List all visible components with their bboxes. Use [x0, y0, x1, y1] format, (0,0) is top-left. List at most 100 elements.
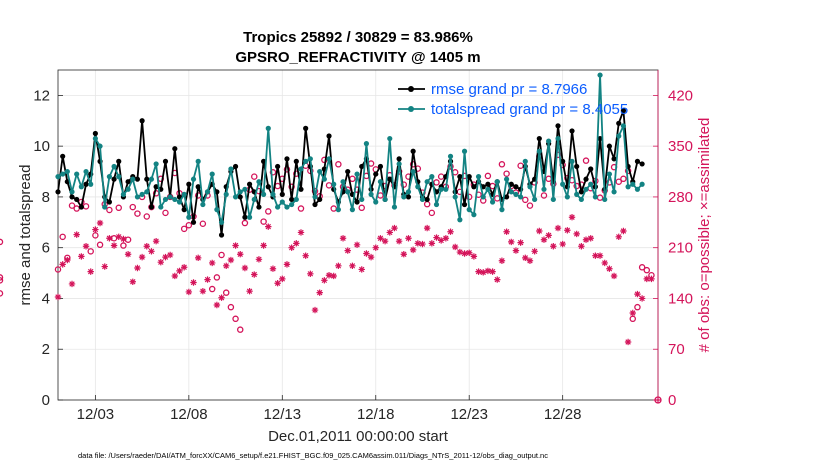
- possible-marker: [129, 203, 137, 211]
- assimilated-marker: [339, 235, 347, 242]
- totalspread-point: [307, 156, 313, 162]
- totalspread-point: [97, 143, 103, 149]
- assimilated-marker: [307, 270, 314, 278]
- x-tick-label: 12/03: [77, 406, 115, 423]
- totalspread-point: [550, 196, 556, 203]
- legend: rmse grand pr = 8.7966 totalspread grand…: [398, 81, 628, 118]
- totalspread-point: [251, 196, 257, 203]
- rmse-point: [148, 204, 155, 210]
- y-right-axis-ticks: 0 70 140 210 280 350 420: [653, 87, 693, 409]
- totalspread-point: [438, 186, 444, 192]
- possible-marker: [330, 205, 337, 212]
- totalspread-point: [475, 174, 482, 180]
- totalspread-point: [611, 189, 617, 195]
- totalspread-point: [60, 171, 66, 177]
- footnote: data file: /Users/raeder/DAI/ATM_forcXX/…: [78, 451, 548, 460]
- rmse-point: [134, 176, 141, 182]
- assimilated-marker: [302, 252, 309, 259]
- plot-frame: [57, 69, 659, 401]
- totalspread-point: [396, 161, 402, 167]
- assimilated-marker: [353, 241, 361, 248]
- totalspread-point: [83, 168, 89, 175]
- possible-marker: [218, 251, 225, 259]
- rmse-point: [611, 156, 617, 162]
- totalspread-point: [518, 194, 524, 200]
- totalspread-point: [116, 174, 122, 180]
- totalspread-point: [410, 168, 416, 175]
- assimilated-marker: [143, 243, 150, 250]
- totalspread-point: [190, 176, 197, 182]
- possible-marker: [213, 274, 221, 281]
- totalspread-point: [405, 189, 412, 195]
- totalspread-point: [55, 174, 61, 180]
- legend-totalspread-marker: [408, 106, 414, 112]
- series-possible: [0, 151, 662, 404]
- totalspread-point: [597, 72, 603, 78]
- y-right-tick-label: 210: [668, 240, 693, 257]
- totalspread-point: [345, 189, 351, 195]
- possible-marker: [134, 210, 141, 217]
- assimilated-marker: [237, 251, 244, 258]
- assimilated-marker: [634, 290, 641, 298]
- rmse-point: [69, 194, 75, 200]
- totalspread-point: [200, 201, 206, 208]
- assimilated-marker: [512, 247, 520, 254]
- possible-marker: [185, 221, 193, 229]
- assimilated-marker: [227, 256, 235, 264]
- assimilated-marker: [582, 236, 590, 243]
- totalspread-point: [176, 199, 183, 205]
- possible-marker: [503, 170, 510, 177]
- assimilated-marker: [592, 252, 599, 259]
- totalspread-point: [443, 186, 449, 192]
- possible-marker: [124, 236, 132, 243]
- totalspread-point: [102, 204, 108, 210]
- totalspread-point: [606, 171, 613, 177]
- assimilated-marker: [148, 248, 155, 255]
- totalspread-point: [461, 148, 468, 154]
- assimilated-marker: [223, 262, 230, 270]
- assimilated-marker: [428, 240, 436, 247]
- totalspread-point: [616, 133, 622, 139]
- assimilated-marker: [536, 227, 543, 235]
- possible-marker: [522, 196, 529, 204]
- assimilated-marker: [311, 306, 319, 314]
- series-rmse: [55, 108, 645, 238]
- assimilated-marker: [64, 256, 71, 264]
- x-axis-label: Dec.01,2011 00:00:00 start: [268, 428, 449, 445]
- totalspread-point: [64, 168, 70, 175]
- totalspread-point: [326, 156, 332, 162]
- totalspread-point: [564, 194, 570, 200]
- totalspread-point: [630, 181, 636, 187]
- assimilated-marker: [564, 227, 571, 234]
- rmse-point: [261, 158, 267, 164]
- totalspread-point: [532, 196, 538, 203]
- totalspread-point: [569, 158, 575, 164]
- totalspread-point: [232, 194, 239, 200]
- totalspread-point: [303, 158, 309, 164]
- rmse-point: [560, 158, 566, 164]
- assimilated-marker: [508, 238, 515, 246]
- totalspread-point: [382, 196, 388, 203]
- totalspread-point: [335, 207, 341, 213]
- rmse-point: [153, 184, 159, 190]
- possible-marker: [498, 161, 506, 168]
- assimilated-marker: [610, 272, 618, 280]
- assimilated-marker: [134, 264, 141, 272]
- assimilated-marker: [59, 261, 66, 268]
- assimilated-marker: [293, 240, 300, 247]
- rmse-point: [345, 168, 351, 175]
- assimilated-marker: [456, 248, 464, 256]
- possible-marker: [358, 204, 365, 212]
- possible-marker: [92, 232, 99, 239]
- assimilated-marker: [209, 259, 216, 267]
- rmse-point: [634, 158, 641, 164]
- assimilated-marker: [349, 262, 356, 270]
- totalspread-point: [485, 186, 491, 192]
- totalspread-point: [583, 186, 589, 192]
- totalspread-point: [503, 176, 510, 182]
- rmse-point: [396, 156, 402, 162]
- totalspread-point: [209, 171, 215, 177]
- rmse-point: [359, 163, 365, 170]
- totalspread-point: [195, 158, 201, 164]
- possible-marker: [87, 248, 94, 255]
